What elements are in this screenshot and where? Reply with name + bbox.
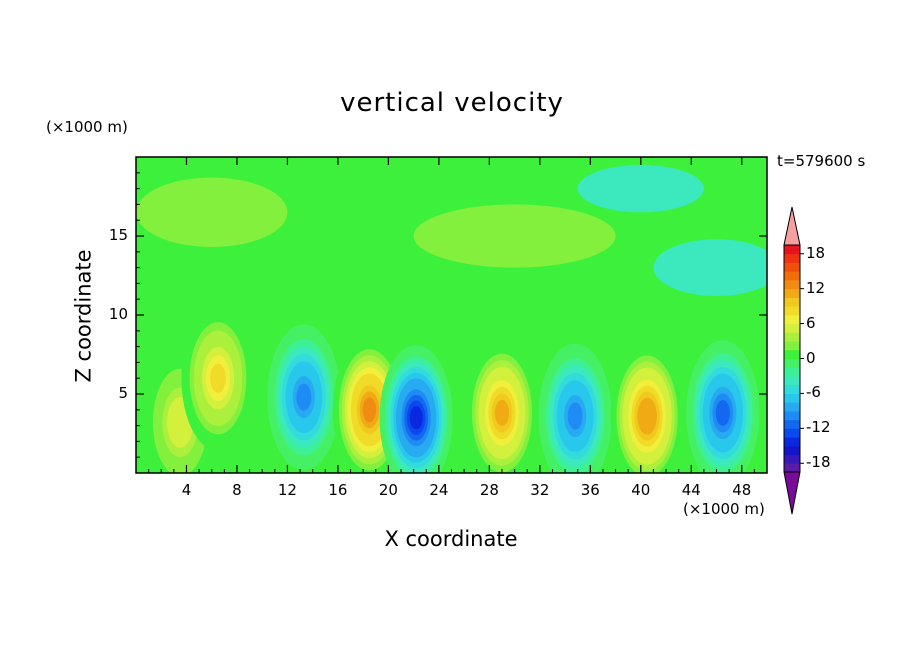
z-unit-label: (×1000 m) (46, 118, 128, 136)
x-tick-label: 40 (631, 481, 651, 499)
field-cell-1-contour (171, 406, 189, 439)
y-axis-ticks (136, 172, 767, 458)
colorbar-tick-label: 0 (806, 348, 816, 367)
colorbar-segment (784, 375, 800, 386)
time-label: t=579600 s (777, 152, 866, 170)
x-tick-label: 16 (328, 481, 348, 499)
velocity-field (136, 164, 767, 473)
colorbar-segment (784, 384, 800, 394)
colorbar-segment (784, 288, 800, 298)
field-cell-2-contour (210, 363, 226, 393)
x-tick-label: 36 (580, 481, 600, 499)
colorbar-segment (784, 463, 800, 473)
x-axis-label: X coordinate (384, 527, 518, 551)
y-tick-label: 5 (118, 384, 128, 402)
x-tick-label: 12 (277, 481, 297, 499)
colorbar (783, 206, 804, 515)
field-cell-4-contour (362, 397, 377, 423)
colorbar-segment (784, 271, 800, 281)
colorbar-tick-label: -12 (806, 418, 831, 437)
colorbar-segment (784, 367, 800, 377)
colorbar-segment (784, 253, 800, 263)
colorbar-tick-label: 18 (806, 243, 826, 262)
field-band (653, 239, 767, 297)
x-tick-label: 44 (681, 481, 701, 499)
colorbar-segment (784, 349, 800, 359)
colorbar-segment (784, 437, 800, 447)
colorbar-segment (784, 297, 800, 307)
field-band (577, 164, 704, 213)
colorbar-tick-label: -6 (806, 383, 821, 402)
x-tick-label: 28 (479, 481, 499, 499)
y-axis-label: Z coordinate (71, 249, 96, 383)
x-tick-label: 20 (378, 481, 398, 499)
colorbar-segment (784, 454, 800, 464)
field-cell-6-contour (494, 400, 510, 426)
x-tick-label: 48 (732, 481, 752, 499)
colorbar-segment (784, 245, 800, 255)
colorbar-segment (784, 445, 800, 456)
colorbar-segment (784, 402, 800, 412)
field-band (413, 204, 616, 268)
colorbar-segment (784, 428, 800, 438)
y-tick-label: 15 (108, 226, 128, 244)
colorbar-segment (784, 410, 800, 421)
x-unit-label: (×1000 m) (683, 500, 765, 518)
colorbar-segment (784, 393, 800, 403)
x-tick-label: 8 (232, 481, 242, 499)
colorbar-extend-min (783, 471, 801, 515)
y-tick-label: 10 (108, 305, 128, 323)
colorbar-tick-label: 12 (806, 278, 826, 297)
field-cell-7-contour (567, 402, 583, 430)
colorbar-segment (784, 419, 800, 429)
colorbar-segment (784, 306, 800, 316)
colorbar-extend-max (783, 206, 801, 246)
colorbar-segment (784, 332, 800, 342)
field-cell-3-contour (296, 383, 312, 411)
colorbar-segment (784, 262, 800, 272)
colorbar-segment (784, 358, 800, 368)
colorbar-tick-label: 6 (806, 313, 816, 332)
colorbar-segment (784, 279, 800, 290)
field-cell-9-contour (715, 400, 730, 426)
x-tick-label: 24 (429, 481, 449, 499)
field-cell-5-contour (409, 405, 423, 430)
colorbar-segment (784, 341, 800, 351)
colorbar-segment (784, 314, 800, 325)
x-tick-label: 32 (530, 481, 550, 499)
colorbar-segment (784, 323, 800, 333)
x-tick-label: 4 (181, 481, 192, 499)
chart-title: vertical velocity (340, 88, 564, 118)
field-band (136, 177, 288, 248)
x-axis-ticks (148, 157, 755, 473)
field-cell-8-contour (640, 403, 654, 429)
colorbar-tick-label: -18 (806, 453, 831, 472)
